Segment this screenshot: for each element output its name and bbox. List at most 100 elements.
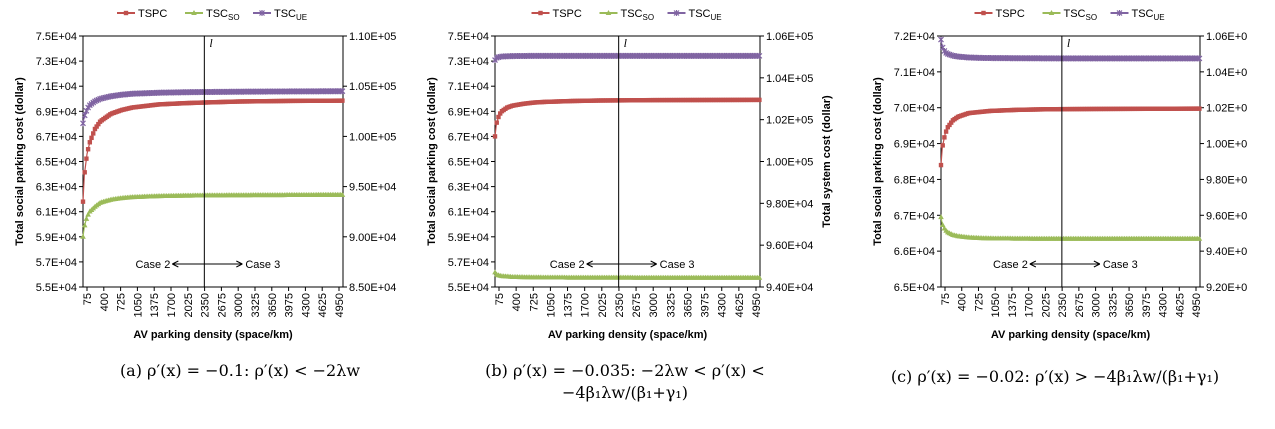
legend: TSPC TSCSO TSCUE bbox=[974, 8, 1165, 22]
tsc-ue-point bbox=[339, 88, 346, 95]
tsc-so-point bbox=[1196, 235, 1203, 241]
y-right-tick-label: 1.00E+0 bbox=[1206, 139, 1247, 151]
x-tick-label: 2350 bbox=[200, 293, 212, 317]
tsc-ue-point bbox=[673, 10, 680, 16]
y-right-tick-label: 8.50E+04 bbox=[349, 282, 396, 294]
tspc-point bbox=[82, 170, 87, 175]
legend-label-tspc: TSPC bbox=[996, 8, 1025, 20]
y-right-tick-label: 9.50E+04 bbox=[349, 182, 396, 194]
y-right-tick-label: 9.60E+0 bbox=[1206, 210, 1247, 222]
x-tick-label: 4950 bbox=[1191, 293, 1203, 317]
x-axis-title: AV parking density (space/km) bbox=[991, 329, 1151, 341]
case2-label: Case 2 bbox=[550, 259, 585, 271]
y-left-tick-label: 7.0E+04 bbox=[894, 103, 935, 115]
tspc-point bbox=[757, 97, 762, 103]
y-left-tick-label: 6.6E+04 bbox=[894, 246, 935, 258]
case3-label: Case 3 bbox=[1103, 259, 1138, 271]
y-left-tick-label: 5.9E+04 bbox=[448, 232, 489, 244]
tspc-point bbox=[91, 131, 96, 136]
x-tick-label: 725 bbox=[116, 293, 128, 311]
y-left-tick-label: 6.1E+04 bbox=[448, 207, 489, 219]
panel-b: 5.5E+04 5.7E+04 5.9E+04 6.1E+04 6.3E+04 6.5E+… bbox=[426, 8, 833, 341]
y-left-tick-label: 6.3E+04 bbox=[448, 182, 489, 194]
x-tick-label: 75 bbox=[940, 293, 952, 305]
y-left-tick-label: 7.5E+04 bbox=[36, 31, 77, 43]
tspc-point bbox=[947, 122, 952, 128]
case2-arrowhead bbox=[586, 260, 593, 268]
tspc-point bbox=[87, 140, 93, 145]
x-tick-label: 2350 bbox=[1057, 293, 1069, 317]
x-tick-label: 2025 bbox=[1040, 293, 1052, 317]
y-left-tick-label: 6.5E+04 bbox=[448, 157, 489, 169]
y-right-tick-label: 9.60E+04 bbox=[766, 240, 813, 252]
x-tick-label: 3325 bbox=[250, 293, 262, 317]
x-tick-label: 1375 bbox=[563, 293, 575, 317]
x-axis-title: AV parking density (space/km) bbox=[133, 329, 293, 341]
case3-label: Case 3 bbox=[660, 259, 695, 271]
x-tick-label: 725 bbox=[973, 293, 985, 311]
series-tspc bbox=[492, 97, 762, 139]
x-tick-label: 3000 bbox=[648, 293, 660, 317]
tspc-point bbox=[945, 125, 951, 130]
tspc-point bbox=[94, 124, 99, 129]
x-tick-label: 4625 bbox=[734, 293, 746, 317]
y-left-tick-label: 6.3E+04 bbox=[36, 182, 77, 194]
y-right-tick-label: 1.00E+05 bbox=[766, 157, 813, 169]
legend-label-tsc-so: TSCSO bbox=[621, 8, 655, 22]
y-left-tick-label: 7.5E+04 bbox=[448, 31, 489, 43]
y-right-tick-label: 9.00E+04 bbox=[349, 232, 396, 244]
x-tick-label: 2675 bbox=[1074, 293, 1086, 317]
tsc-so-point bbox=[605, 10, 612, 15]
plot-frame bbox=[940, 35, 1201, 288]
tsc-ue-point bbox=[1116, 10, 1123, 16]
x-tick-label: 3000 bbox=[233, 293, 245, 317]
x-tick-label: 1700 bbox=[166, 293, 178, 317]
x-tick-label: 1050 bbox=[132, 293, 144, 317]
y-right-tick-label: 1.10E+05 bbox=[349, 31, 396, 43]
tspc-point bbox=[84, 156, 89, 161]
series-tsc-so bbox=[492, 269, 763, 280]
legend-label-tsc-so: TSCSO bbox=[206, 8, 240, 22]
plot-frame bbox=[494, 35, 761, 288]
x-tick-label: 2675 bbox=[631, 293, 643, 317]
legend-label-tsc-ue: TSCUE bbox=[689, 8, 722, 22]
tspc-point bbox=[942, 135, 947, 140]
y-left-tick-label: 6.7E+04 bbox=[448, 131, 489, 143]
series-tspc bbox=[80, 98, 345, 204]
series-tsc-so bbox=[938, 214, 1203, 241]
x-tick-label: 4950 bbox=[334, 293, 346, 317]
tsc-ue-point bbox=[1196, 55, 1203, 62]
y-right-tick-label: 1.04E+0 bbox=[1206, 67, 1247, 79]
y-right-tick-label: 1.06E+0 bbox=[1206, 31, 1247, 43]
x-axis-title: AV parking density (space/km) bbox=[548, 329, 708, 341]
tsc-so-point bbox=[938, 214, 944, 220]
case2-label: Case 2 bbox=[993, 259, 1028, 271]
x-tick-label: 3975 bbox=[284, 293, 296, 317]
legend: TSPC TSCSO TSCUE bbox=[117, 8, 307, 22]
x-tick-label: 3325 bbox=[1107, 293, 1119, 317]
y-right-tick-label: 1.00E+05 bbox=[349, 131, 396, 143]
x-tick-label: 1050 bbox=[990, 293, 1002, 317]
x-tick-label: 3650 bbox=[682, 293, 694, 317]
tsc-ue-point bbox=[259, 10, 265, 16]
y-left-tick-label: 5.5E+04 bbox=[448, 282, 489, 294]
x-tick-label: 1700 bbox=[1024, 293, 1036, 317]
tspc-point bbox=[92, 126, 98, 132]
caption-c: (c) ρ′(x) = −0.02: ρ′(x) > −4β₁λw/(β₁+γ₁… bbox=[890, 367, 1220, 386]
y-left-tick-label: 7.3E+04 bbox=[36, 56, 77, 68]
x-tick-label: 2350 bbox=[614, 293, 626, 317]
y-left-tick-label: 7.1E+04 bbox=[36, 81, 77, 93]
legend-label-tspc: TSPC bbox=[138, 8, 167, 20]
tsc-so-point bbox=[85, 211, 91, 217]
caption-b: (b) ρ′(x) = −0.035: −2λw < ρ′(x) < −4β₁λ… bbox=[485, 361, 765, 402]
y-right-tick-label: 9.40E+04 bbox=[766, 282, 813, 294]
x-tick-label: 1700 bbox=[580, 293, 592, 317]
y-right-tick-label: 1.06E+05 bbox=[766, 31, 813, 43]
tsc-so-point bbox=[80, 233, 86, 239]
x-tick-label: 4625 bbox=[1174, 293, 1186, 317]
tsc-ue-point bbox=[938, 36, 944, 43]
case3-arrowhead bbox=[650, 260, 657, 268]
y-left-tick-label: 6.1E+04 bbox=[36, 207, 77, 219]
tspc-point bbox=[938, 162, 944, 168]
tsc-so-point bbox=[1048, 10, 1055, 15]
